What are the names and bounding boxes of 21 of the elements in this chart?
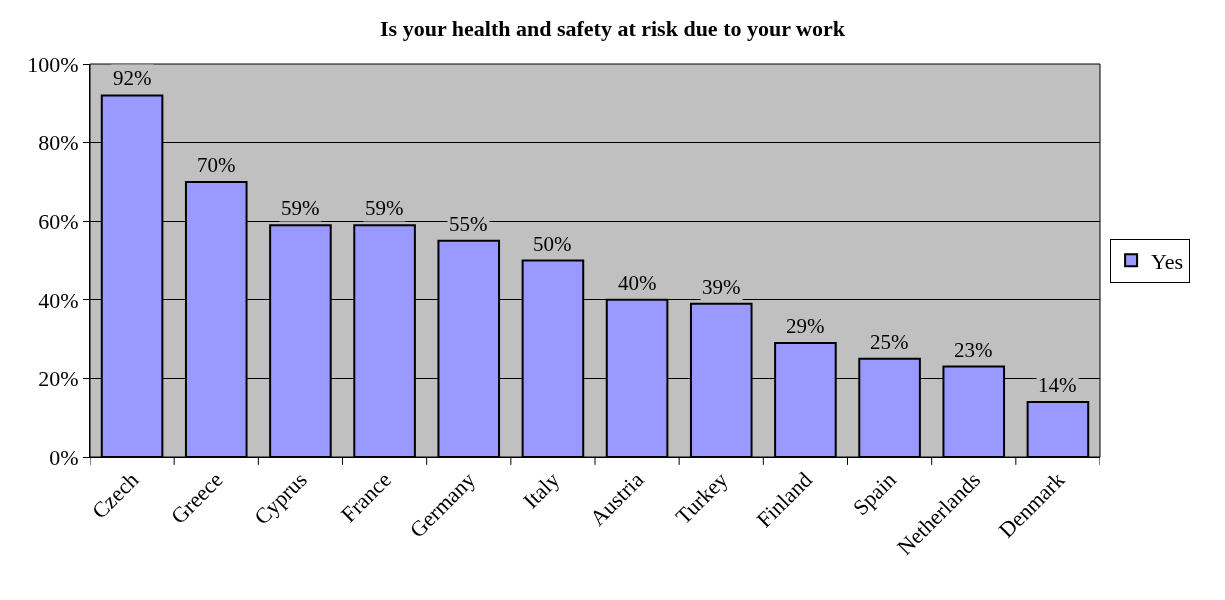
y-tick-label: 80% xyxy=(38,130,79,156)
text: 50% xyxy=(533,232,572,256)
text: 39% xyxy=(702,275,741,299)
y-tick-label: 20% xyxy=(38,366,79,392)
text: 59% xyxy=(365,196,404,220)
text: 14% xyxy=(1038,373,1077,397)
text: 92% xyxy=(113,66,152,90)
text: 59% xyxy=(281,196,320,220)
y-tick-label: 0% xyxy=(49,444,79,470)
y-tick-label: 40% xyxy=(38,287,79,313)
y-tick-label: 100% xyxy=(27,51,79,77)
chart-title: Is your health and safety at risk due to your work xyxy=(380,16,846,42)
text: 40% xyxy=(618,271,657,295)
text: 70% xyxy=(197,153,236,177)
text: 25% xyxy=(870,330,909,354)
y-tick-label: 60% xyxy=(38,208,79,234)
text: 55% xyxy=(449,212,488,236)
text: 23% xyxy=(954,338,993,362)
legend-label: Yes xyxy=(1151,248,1184,274)
x-tick-label: Italy xyxy=(518,467,565,514)
text: 29% xyxy=(786,314,825,338)
